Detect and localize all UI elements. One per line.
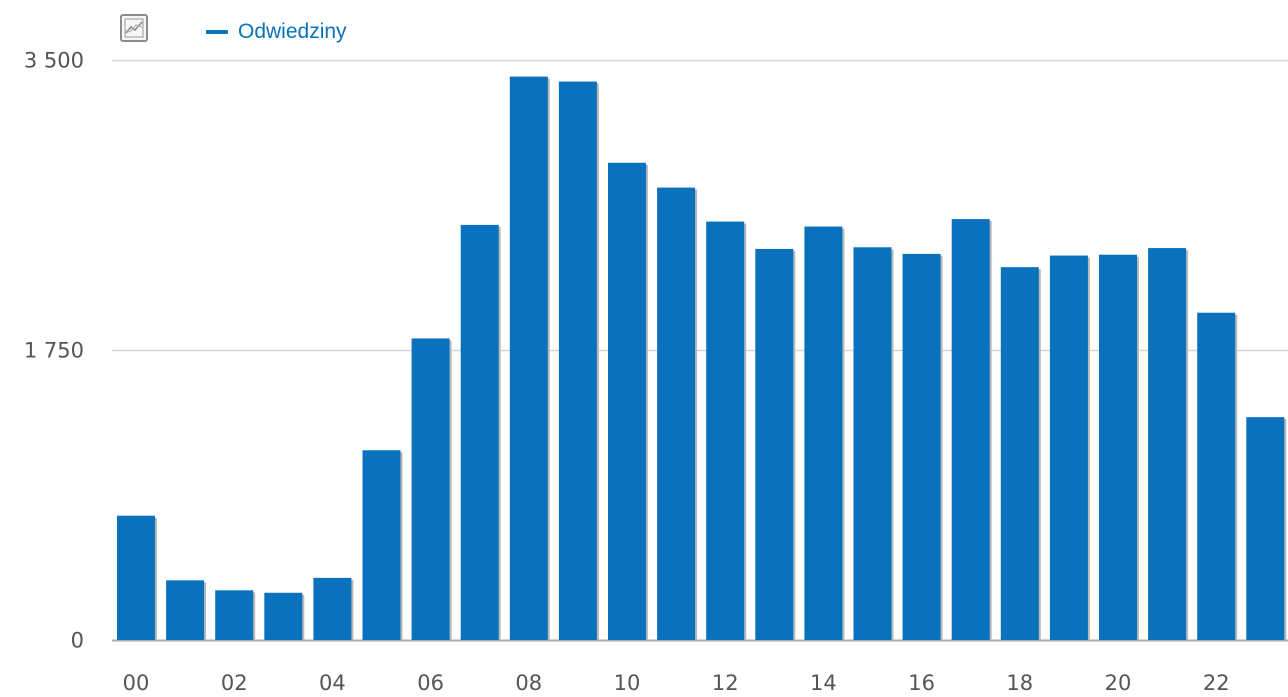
bar-20[interactable] xyxy=(1099,254,1137,640)
bar-23[interactable] xyxy=(1246,417,1285,640)
line-chart-icon-glyph xyxy=(124,18,144,38)
y-tick-label: 0 xyxy=(71,629,84,653)
bar-13[interactable] xyxy=(755,248,794,640)
bar-09[interactable] xyxy=(558,81,597,641)
x-tick-label: 10 xyxy=(614,671,641,695)
x-tick-label: 04 xyxy=(319,671,346,695)
x-tick-label: 12 xyxy=(712,671,739,695)
x-tick-label: 20 xyxy=(1105,671,1132,695)
bar-00[interactable] xyxy=(117,515,155,640)
y-tick-label: 3 500 xyxy=(24,49,84,73)
y-tick-label: 1 750 xyxy=(24,339,84,363)
bar-16[interactable] xyxy=(902,253,941,640)
bar-22[interactable] xyxy=(1197,312,1236,640)
x-tick-label: 02 xyxy=(221,671,248,695)
x-tick-label: 18 xyxy=(1006,671,1033,695)
y-axis-labels: 0 1 750 3 500 xyxy=(24,49,84,653)
bar-04[interactable] xyxy=(313,577,352,640)
gridlines xyxy=(112,59,1288,642)
bar-03[interactable] xyxy=(264,592,303,640)
bar-01[interactable] xyxy=(166,580,205,640)
bar-19[interactable] xyxy=(1049,255,1088,641)
bar-02[interactable] xyxy=(215,590,254,640)
bar-05[interactable] xyxy=(362,450,401,640)
x-tick-label: 22 xyxy=(1203,671,1230,695)
bar-18[interactable] xyxy=(1000,267,1039,640)
x-tick-label: 08 xyxy=(515,671,542,695)
x-tick-label: 14 xyxy=(810,671,837,695)
bar-12[interactable] xyxy=(706,221,745,641)
bar-14[interactable] xyxy=(804,226,843,641)
x-axis-labels: 00 02 04 06 08 10 12 14 16 18 20 22 xyxy=(123,671,1230,695)
line-chart-icon[interactable] xyxy=(120,14,148,42)
bar-08[interactable] xyxy=(509,76,548,641)
bar-11[interactable] xyxy=(657,187,696,640)
legend-label: Odwiedziny xyxy=(238,20,347,43)
chart-toolbar xyxy=(120,14,148,42)
x-tick-label: 00 xyxy=(123,671,150,695)
bar-21[interactable] xyxy=(1148,248,1187,641)
x-tick-label: 16 xyxy=(908,671,935,695)
bar-17[interactable] xyxy=(951,219,990,641)
bar-15[interactable] xyxy=(853,247,892,640)
bar-07[interactable] xyxy=(460,224,499,640)
x-tick-label: 06 xyxy=(417,671,444,695)
bars xyxy=(117,76,1287,641)
bar-10[interactable] xyxy=(608,162,646,640)
bar-06[interactable] xyxy=(411,338,450,640)
legend-swatch xyxy=(206,30,228,34)
legend-item-odwiedziny[interactable]: Odwiedziny xyxy=(206,20,347,44)
